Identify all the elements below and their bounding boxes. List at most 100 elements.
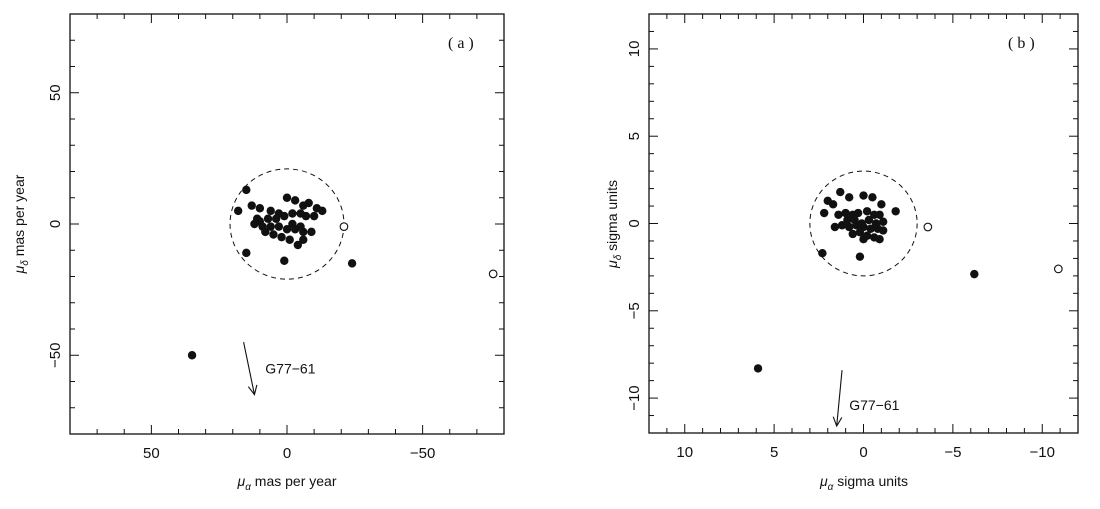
filled-point [290,196,300,205]
filled-point [293,240,303,250]
panel-a: 50 0 −50 50 0 −50 ( a ) G77−61 μα mas per yea… [11,13,505,493]
filled-point [836,187,845,197]
filled-point [288,209,297,218]
panel-b-marks [753,170,1063,428]
panel-b-annotation: G77−61 [849,397,899,413]
panel-a-annotation: G77−61 [265,360,315,376]
filled-point [274,222,284,231]
filled-point [299,235,308,244]
filled-point [819,208,829,218]
filled-point [848,229,857,239]
x-tick-label: −5 [944,444,961,461]
arrow-head [832,416,843,428]
panel-b-label: ( b ) [1008,35,1035,52]
x-tick-label: −10 [1030,444,1055,461]
filled-point [347,259,357,268]
open-point [339,222,349,231]
filled-point [841,208,850,218]
x-tick-label: −50 [410,445,435,462]
filled-point [285,235,294,244]
y-tick-label: −10 [626,385,643,410]
panel-b-ticks [648,13,1079,434]
filled-point [309,211,319,221]
filled-point [830,222,840,232]
filled-point [828,200,838,209]
open-point [923,222,933,232]
filled-point [864,215,874,225]
filled-point [970,269,979,279]
filled-point [853,208,863,218]
filled-point [818,248,827,258]
filled-point [855,252,865,261]
panel-a-tick-labels: 50 0 −50 50 0 −50 [47,84,435,462]
filled-point [266,222,275,231]
filled-point [280,256,289,265]
filled-point [891,207,900,216]
filled-point [296,222,305,231]
x-tick-label: 0 [859,444,867,461]
panel-a-label: ( a ) [448,35,474,52]
filled-point [850,215,859,225]
open-point [1053,264,1063,274]
filled-point [269,230,278,239]
proper-motion-arrow [836,370,843,427]
dashed-circle [809,170,918,277]
y-tick-label: 0 [47,220,64,228]
y-tick-label: −5 [626,302,643,319]
panel-a-marks [187,168,498,396]
x-tick-label: 50 [143,445,160,462]
filled-point [866,224,875,233]
filled-point [255,204,265,213]
filled-point [845,222,854,232]
filled-point [307,227,316,237]
filled-point [252,214,262,223]
filled-point [282,225,292,234]
filled-point [288,219,297,229]
y-tick-label: 50 [47,84,64,101]
panel-a-y-axis-title: μδ mas per year [11,174,31,274]
arrow-head [247,384,258,396]
filled-point [862,207,872,216]
filled-point [753,364,763,373]
filled-point [871,219,881,228]
panel-b-y-axis-title: μδ sigma units [604,180,624,269]
filled-point [878,217,888,226]
filled-point [875,210,884,219]
filled-point [266,206,275,216]
filled-point [242,185,251,195]
filled-point [304,198,313,208]
panel-b-tick-labels: 10 5 0 −5 −10 10 5 0 −5 −10 [626,41,1055,461]
filled-point [855,228,865,237]
proper-motion-arrow [243,342,255,395]
filled-point [261,227,270,237]
panel-a-ticks [69,13,505,435]
panel-b: 10 5 0 −5 −10 10 5 0 −5 −10 ( b ) G77−61 μα sigma… [604,13,1079,493]
filled-point [280,211,289,221]
y-tick-label: 5 [626,132,643,140]
x-tick-label: 5 [770,444,778,461]
filled-point [233,206,243,216]
filled-point [277,232,286,242]
x-tick-label: 0 [283,445,291,462]
filled-point [859,235,868,244]
filled-point [837,221,847,230]
filled-point [875,235,884,244]
filled-point [263,214,273,223]
filled-point [877,200,886,209]
y-tick-label: 10 [626,41,643,58]
filled-point [296,209,305,218]
filled-point [834,210,843,219]
panel-a-x-axis-title: μα mas per year [237,473,337,493]
y-tick-label: −50 [47,343,64,368]
filled-point [845,193,854,202]
open-point [488,269,498,279]
filled-point [187,351,197,360]
filled-point [857,219,866,228]
filled-point [271,214,281,223]
filled-point [878,226,888,235]
filled-point [843,215,852,225]
y-tick-label: 0 [626,219,643,227]
x-tick-label: 10 [676,444,693,461]
filled-point [282,193,292,202]
